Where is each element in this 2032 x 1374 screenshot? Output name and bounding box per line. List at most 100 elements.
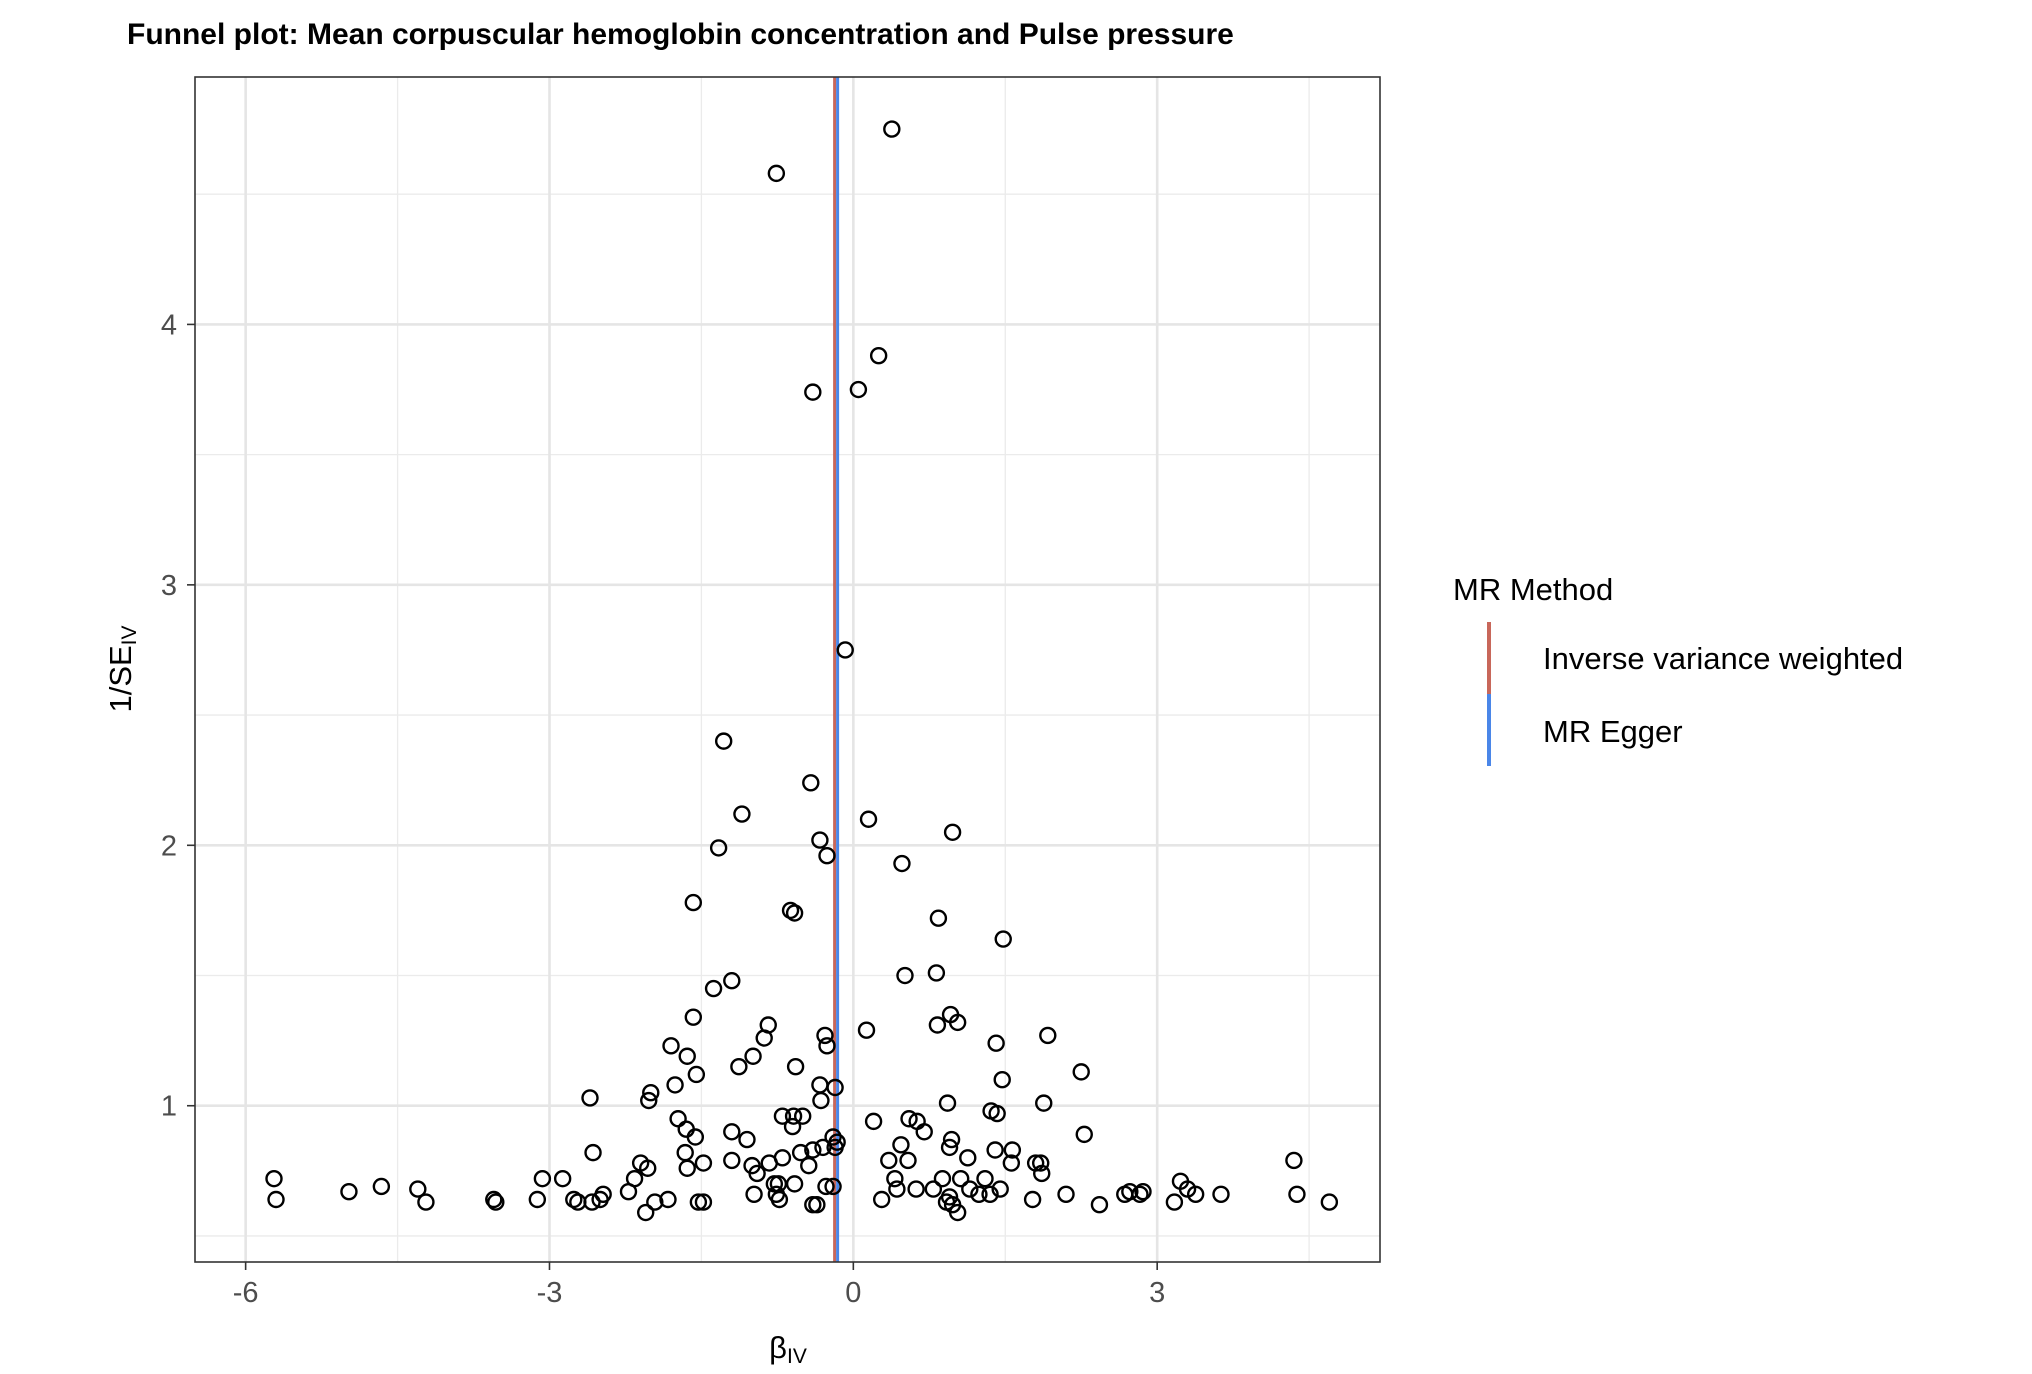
data-point xyxy=(1002,1154,1021,1172)
data-point xyxy=(619,1182,638,1201)
data-point xyxy=(811,831,829,849)
legend-title: MR Method xyxy=(1453,572,1613,607)
x-axis-title-subscript: IV xyxy=(787,1345,807,1368)
y-axis-title-subscript: IV xyxy=(118,625,141,645)
data-point xyxy=(1165,1193,1184,1211)
data-point xyxy=(994,930,1012,948)
data-point xyxy=(1090,1196,1109,1214)
data-point xyxy=(1033,1164,1051,1183)
data-point xyxy=(976,1169,994,1188)
data-point xyxy=(678,1047,696,1065)
data-point xyxy=(826,1138,844,1157)
data-point xyxy=(872,1190,891,1209)
data-point xyxy=(818,847,836,865)
data-point xyxy=(709,839,728,857)
data-point xyxy=(723,1151,741,1170)
data-point xyxy=(773,1149,792,1167)
data-point xyxy=(869,346,888,365)
mr-method-lines xyxy=(833,77,840,1262)
data-point xyxy=(791,1143,810,1162)
legend-label-mr-egger: MR Egger xyxy=(1543,714,1683,749)
data-point xyxy=(1075,1125,1093,1144)
data-point xyxy=(744,1047,762,1065)
data-point xyxy=(987,1034,1005,1052)
data-point xyxy=(785,904,804,922)
data-point xyxy=(948,1203,967,1222)
data-point xyxy=(1032,1154,1050,1172)
data-point xyxy=(1121,1182,1139,1201)
data-point xyxy=(689,1193,708,1211)
snp-points xyxy=(265,120,1339,1222)
data-point xyxy=(591,1190,609,1209)
data-point xyxy=(1285,1151,1303,1170)
data-point xyxy=(818,1037,836,1055)
data-point xyxy=(267,1190,285,1209)
data-point xyxy=(533,1169,552,1188)
data-point xyxy=(826,1078,844,1097)
data-point xyxy=(859,810,878,828)
minor-gridlines xyxy=(195,77,1380,1262)
data-point xyxy=(933,1169,952,1188)
data-point xyxy=(770,1190,789,1209)
data-point xyxy=(886,1169,904,1188)
data-point xyxy=(1131,1185,1149,1203)
data-point xyxy=(767,164,786,183)
x-tick-label: 0 xyxy=(845,1277,861,1309)
data-point xyxy=(687,1065,706,1084)
data-point xyxy=(662,1037,680,1055)
data-point xyxy=(583,1193,601,1211)
data-point xyxy=(802,774,820,792)
data-point xyxy=(892,1136,910,1154)
data-point xyxy=(816,1026,834,1045)
data-point xyxy=(340,1182,358,1201)
data-point xyxy=(1320,1193,1339,1211)
data-point xyxy=(1288,1185,1306,1203)
legend-label-inverse-variance-weighted: Inverse variance weighted xyxy=(1543,641,1903,676)
data-point xyxy=(824,1177,842,1196)
data-point xyxy=(265,1169,283,1188)
x-tick-label: 3 xyxy=(1149,1277,1165,1309)
chart-title: Funnel plot: Mean corpuscular hemoglobin… xyxy=(127,18,1234,51)
data-point xyxy=(639,1159,657,1177)
data-point xyxy=(800,1156,818,1175)
data-point xyxy=(940,1138,959,1157)
data-point xyxy=(785,1175,804,1193)
y-axis-title-main: 1/SE xyxy=(103,645,138,712)
data-point xyxy=(907,1180,925,1198)
data-point xyxy=(409,1180,427,1198)
data-point xyxy=(857,1021,876,1039)
data-point xyxy=(1035,1094,1053,1112)
y-tick-label: 3 xyxy=(161,570,177,602)
data-point xyxy=(704,979,723,998)
data-point xyxy=(640,1091,658,1110)
major-gridlines xyxy=(195,77,1380,1262)
x-tick-label: -3 xyxy=(537,1277,563,1309)
data-point xyxy=(684,1008,703,1026)
data-point xyxy=(814,1138,832,1157)
data-point xyxy=(864,1112,883,1131)
data-point xyxy=(783,1117,802,1136)
x-axis-title-main: β xyxy=(769,1330,787,1365)
data-point xyxy=(714,732,733,750)
data-point xyxy=(948,1013,967,1032)
data-point xyxy=(678,1159,696,1177)
data-point xyxy=(849,380,868,399)
data-point xyxy=(804,383,822,401)
data-point xyxy=(646,1193,664,1211)
data-point xyxy=(817,1177,835,1196)
legend: MR Method Inverse variance weighted MR E… xyxy=(1453,572,1903,766)
x-axis-ticks: -6 -3 0 3 xyxy=(233,1262,1165,1309)
y-tick-label: 2 xyxy=(161,830,177,862)
data-point xyxy=(915,1123,933,1141)
data-point xyxy=(730,1057,748,1076)
data-point xyxy=(773,1107,792,1125)
data-point xyxy=(970,1185,988,1203)
data-point xyxy=(929,909,948,927)
data-point xyxy=(988,1104,1006,1123)
y-axis-ticks: 1 2 3 4 xyxy=(161,309,195,1123)
x-tick-label: -6 xyxy=(233,1277,259,1309)
data-point xyxy=(991,1180,1009,1198)
data-point xyxy=(637,1203,655,1222)
data-point xyxy=(686,1128,705,1146)
